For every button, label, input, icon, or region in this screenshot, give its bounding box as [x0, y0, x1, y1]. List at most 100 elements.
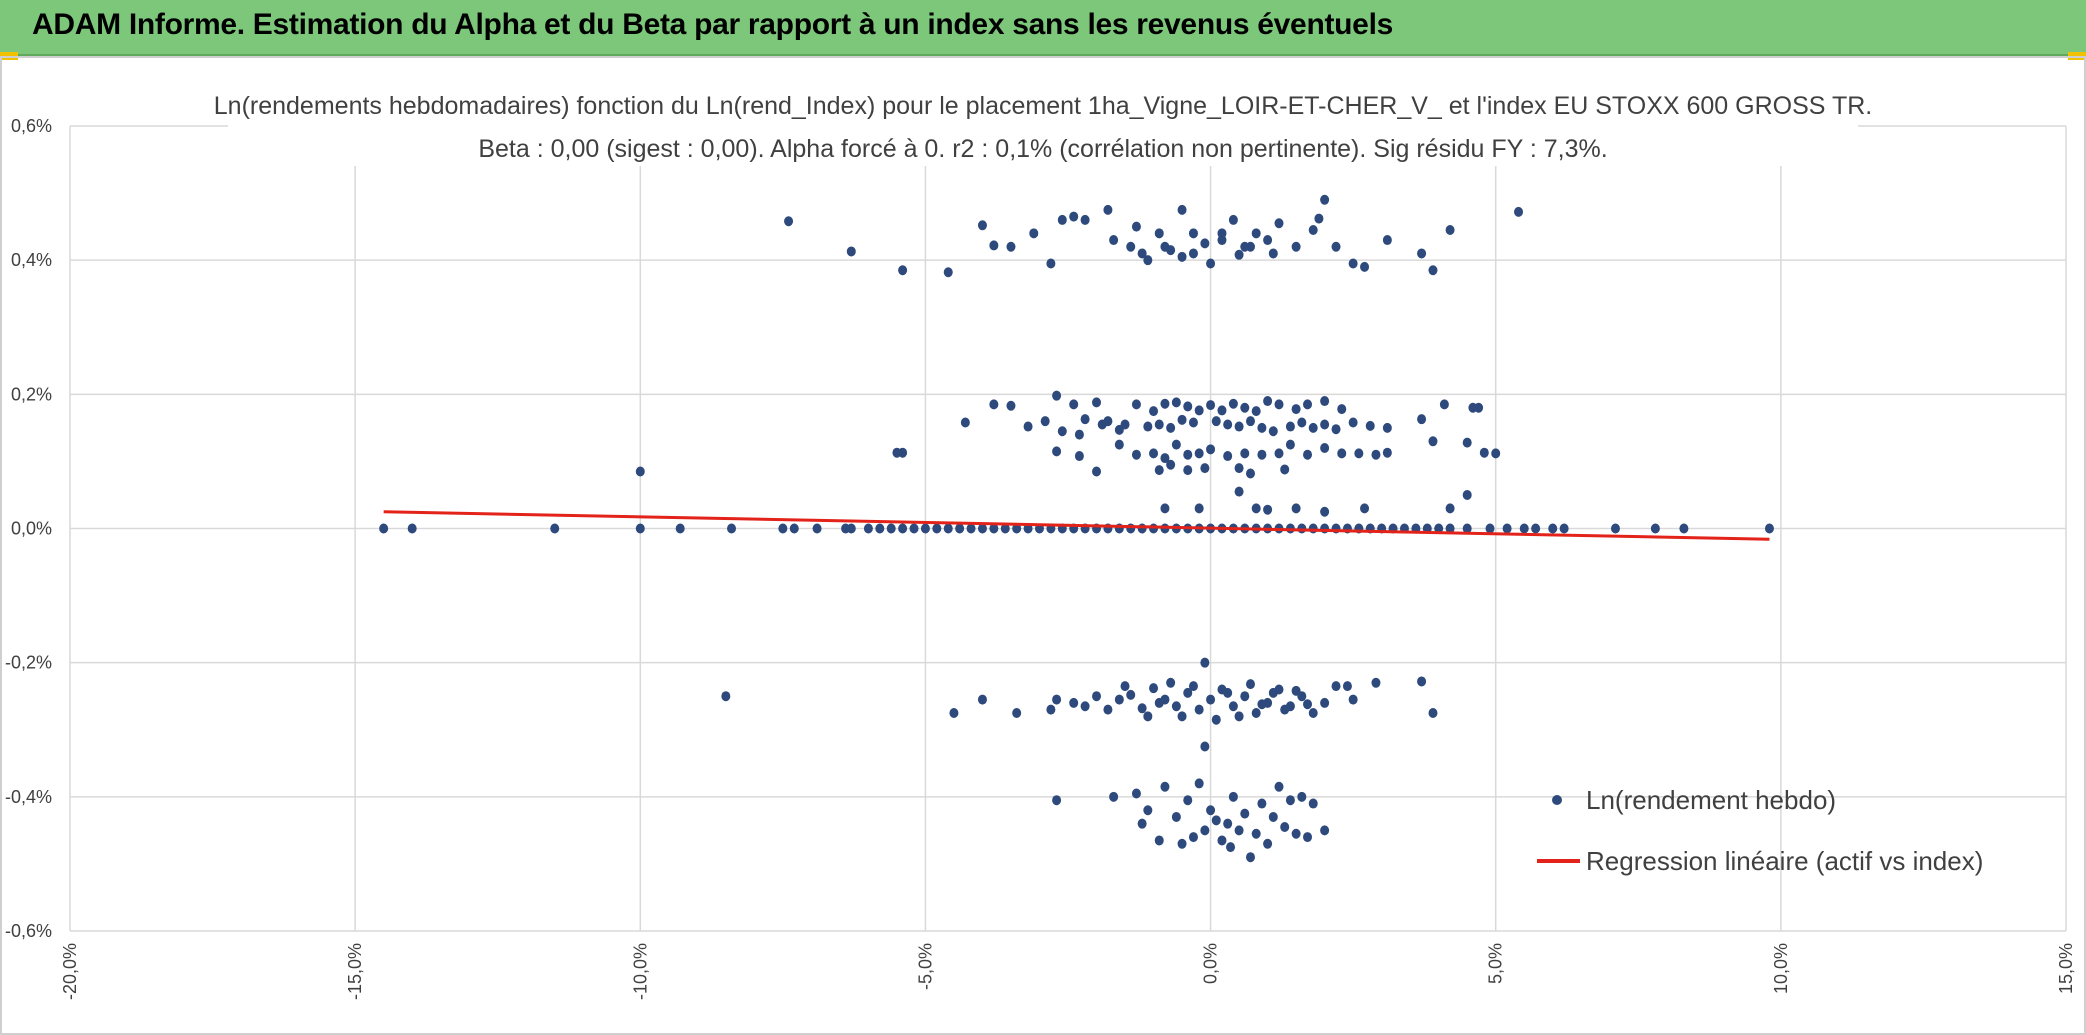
- scatter-point: [1149, 683, 1159, 694]
- scatter-point: [1103, 204, 1113, 215]
- scatter-point: [1194, 704, 1204, 715]
- scatter-point: [1291, 404, 1301, 415]
- scatter-point: [1268, 687, 1278, 698]
- scatter-point: [1046, 258, 1056, 269]
- scatter-point: [812, 523, 822, 534]
- scatter-point: [1092, 397, 1102, 408]
- scatter-point: [1057, 426, 1067, 437]
- scatter-point: [955, 523, 965, 534]
- scatter-point: [1320, 697, 1330, 708]
- scatter-point: [960, 417, 970, 428]
- scatter-point: [1092, 691, 1102, 702]
- scatter-point: [846, 523, 856, 534]
- scatter-point: [727, 523, 737, 534]
- legend: Ln(rendement hebdo) Regression linéaire …: [1537, 785, 1983, 876]
- scatter-point: [1257, 449, 1267, 460]
- scatter-point: [1679, 523, 1689, 534]
- scatter-point: [1559, 523, 1569, 534]
- scatter-point: [1320, 194, 1330, 205]
- y-tick-label: 0,4%: [11, 250, 52, 270]
- scatter-point: [1280, 464, 1290, 475]
- scatter-point: [1211, 416, 1221, 427]
- scatter-point: [1223, 419, 1233, 430]
- scatter-point: [1126, 689, 1136, 700]
- scatter-point: [1206, 444, 1216, 455]
- scatter-point: [379, 523, 389, 534]
- scatter-point: [1154, 835, 1164, 846]
- scatter-point: [1245, 241, 1255, 252]
- scatter-point: [1080, 214, 1090, 225]
- chart-frame: [0, 56, 2086, 1035]
- scatter-point: [1234, 486, 1244, 497]
- scatter-point: [1251, 406, 1261, 417]
- scatter-point: [1462, 437, 1472, 448]
- scatter-point: [1154, 419, 1164, 430]
- scatter-point: [1331, 241, 1341, 252]
- scatter-point: [1303, 449, 1313, 460]
- scatter-point: [1519, 523, 1529, 534]
- scatter-point: [1297, 417, 1307, 428]
- x-tick-label: 0,0%: [1201, 943, 1221, 984]
- scatter-point: [1177, 838, 1187, 849]
- scatter-point: [1320, 443, 1330, 453]
- scatter-point: [1183, 795, 1193, 806]
- scatter-point: [1103, 704, 1113, 715]
- scatter-point: [1263, 235, 1273, 246]
- scatter-point: [1417, 676, 1427, 687]
- scatter-point: [1245, 852, 1255, 863]
- scatter-series: [379, 194, 1774, 863]
- scatter-point: [1331, 681, 1341, 692]
- scatter-point: [1069, 697, 1079, 708]
- scatter-point: [1428, 436, 1438, 447]
- chart-title: Ln(rendements hebdomadaires) fonction du…: [214, 86, 1872, 166]
- scatter-point: [1143, 711, 1153, 722]
- scatter-point: [1120, 681, 1130, 692]
- scatter-point: [1417, 414, 1427, 425]
- scatter-point: [977, 694, 987, 705]
- chart-title-line2: Beta : 0,00 (sigest : 0,00). Alpha forcé…: [478, 135, 1607, 163]
- scatter-point: [550, 523, 560, 534]
- scatter-point: [1109, 235, 1119, 246]
- scatter-point: [1012, 523, 1022, 534]
- scatter-point: [1251, 228, 1261, 239]
- scatter-point: [1240, 691, 1250, 702]
- legend-label-line: Regression linéaire (actif vs index): [1586, 846, 1983, 876]
- scatter-point: [1360, 503, 1370, 514]
- y-tick-label: 0,0%: [11, 519, 52, 539]
- scatter-point: [1000, 523, 1010, 534]
- scatter-point: [977, 220, 987, 231]
- scatter-point: [1040, 416, 1050, 427]
- scatter-point: [1320, 523, 1330, 534]
- scatter-point: [1234, 825, 1244, 836]
- scatter-point: [1211, 714, 1221, 725]
- scatter-point: [1154, 697, 1164, 708]
- scatter-point: [1171, 701, 1181, 712]
- x-axis: -20,0% -15,0% -10,0% -5,0% 0,0% 5,0% 10,0% 15,0…: [60, 943, 2076, 1000]
- scatter-point: [721, 691, 731, 702]
- scatter-point: [1023, 421, 1033, 432]
- scatter-point: [1223, 818, 1233, 829]
- scatter-point: [1274, 218, 1284, 229]
- scatter-point: [1171, 439, 1181, 450]
- scatter-point: [1200, 238, 1210, 249]
- scatter-point: [1428, 265, 1438, 276]
- scatter-point: [1131, 399, 1141, 410]
- scatter-point: [1263, 396, 1273, 407]
- scatter-point: [932, 523, 942, 534]
- scatter-point: [1188, 681, 1198, 692]
- scatter-point: [1291, 685, 1301, 696]
- scatter-point: [1223, 451, 1233, 462]
- scatter-point: [1331, 424, 1341, 435]
- y-tick-label: 0,6%: [11, 116, 52, 136]
- scatter-point: [1183, 401, 1193, 412]
- scatter-point: [1263, 504, 1273, 515]
- scatter-point: [1217, 835, 1227, 846]
- scatter-point: [1149, 448, 1159, 459]
- scatter-point: [1177, 251, 1187, 262]
- grid: [69, 125, 2067, 932]
- scatter-point: [1137, 248, 1147, 259]
- scatter-point: [1240, 448, 1250, 459]
- scatter-point: [909, 523, 919, 534]
- chart-title-line1: Ln(rendements hebdomadaires) fonction du…: [214, 92, 1872, 120]
